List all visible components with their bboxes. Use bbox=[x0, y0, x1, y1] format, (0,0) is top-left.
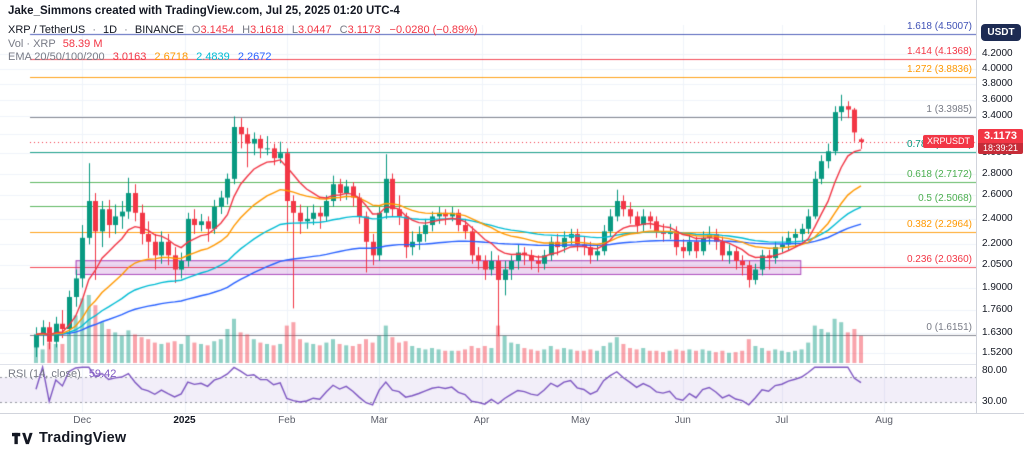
ema50-value: 2.6718 bbox=[154, 51, 189, 63]
fib-level-label[interactable]: 0.5 (2.5068) bbox=[918, 193, 972, 205]
symbol-name[interactable]: XRP / TetherUS bbox=[8, 24, 86, 36]
price-axis[interactable]: USDT 4.20004.00003.80003.60003.40003.200… bbox=[976, 0, 1024, 413]
time-axis-label: May bbox=[571, 415, 590, 426]
volume-label[interactable]: Vol · XRP bbox=[8, 37, 56, 50]
price-axis-label: 1.9000 bbox=[982, 281, 1013, 293]
fib-level-label[interactable]: 0.236 (2.0360) bbox=[906, 254, 972, 266]
tradingview-logo-text[interactable]: TradingView bbox=[39, 430, 127, 446]
price-axis-label: 4.2000 bbox=[982, 48, 1013, 60]
chart-legend: XRP / TetherUS · 1D · BINANCE O3.1454 H3… bbox=[8, 24, 478, 65]
fib-level-label[interactable]: 1 (3.3985) bbox=[926, 103, 972, 115]
volume-value: 58.39 M bbox=[62, 37, 103, 50]
high-value: 3.1618 bbox=[250, 24, 284, 36]
price-axis-label: 2.0500 bbox=[982, 259, 1013, 271]
symbol-legend-row: XRP / TetherUS · 1D · BINANCE O3.1454 H3… bbox=[8, 24, 478, 38]
low-value: 3.0447 bbox=[297, 24, 332, 36]
time-axis-divider bbox=[0, 413, 1024, 414]
fib-level-label[interactable]: 0.618 (2.7172) bbox=[906, 169, 972, 181]
close-label: C bbox=[339, 24, 348, 36]
rsi-legend: RSI (14, close) 59.42 bbox=[8, 368, 116, 380]
price-axis-label: 3.6000 bbox=[982, 93, 1013, 105]
price-axis-label: 2.8000 bbox=[982, 167, 1013, 179]
exchange-label: BINANCE bbox=[134, 24, 184, 36]
change-value: −0.0280 (−0.89%) bbox=[389, 24, 478, 36]
current-price-badge: 3.1173 18:39:21 bbox=[978, 128, 1023, 154]
time-axis-label: Jul bbox=[775, 415, 789, 426]
time-axis[interactable]: Dec 2025 Feb Mar Apr May Jun Jul Aug bbox=[0, 415, 976, 429]
fib-level-label[interactable]: 1.618 (4.5007) bbox=[906, 20, 972, 32]
open-value: 3.1454 bbox=[200, 24, 235, 36]
price-line-symbol-badge: XRPUSDT bbox=[922, 134, 974, 148]
time-axis-label: Apr bbox=[473, 415, 490, 426]
price-axis-label: 3.8000 bbox=[982, 77, 1013, 89]
ema-legend-row: EMA 20/50/100/200 3.0163 2.6718 2.4839 2… bbox=[8, 51, 478, 65]
high-label: H bbox=[242, 24, 251, 36]
time-axis-label: Aug bbox=[875, 415, 893, 426]
price-axis-label: 3.4000 bbox=[982, 110, 1013, 122]
low-label: L bbox=[291, 24, 298, 36]
fib-level-label[interactable]: 0.382 (2.2964) bbox=[906, 218, 972, 230]
price-axis-label: 1.6300 bbox=[982, 326, 1013, 338]
price-axis-label: 1.7600 bbox=[982, 304, 1013, 316]
separator: · bbox=[92, 24, 96, 36]
time-axis-label: 2025 bbox=[173, 415, 196, 426]
rsi-label[interactable]: RSI (14, close) bbox=[8, 368, 81, 380]
fib-level-label[interactable]: 0 (1.6151) bbox=[926, 322, 972, 334]
time-axis-label: Jun bbox=[674, 415, 691, 426]
rsi-axis-label: 30.00 bbox=[982, 395, 1008, 407]
time-axis-label: Dec bbox=[73, 415, 92, 426]
price-axis-label: 1.5200 bbox=[982, 347, 1013, 359]
close-value: 3.1173 bbox=[347, 24, 381, 36]
pane-divider[interactable] bbox=[0, 364, 1024, 365]
rsi-axis-label: 80.00 bbox=[982, 364, 1008, 376]
price-axis-label: 2.4000 bbox=[982, 212, 1013, 224]
ema100-value: 2.4839 bbox=[196, 51, 230, 63]
price-axis-label: 2.6000 bbox=[982, 189, 1013, 201]
timeframe-label[interactable]: 1D bbox=[103, 24, 118, 36]
time-axis-label: Feb bbox=[278, 415, 296, 426]
separator: · bbox=[124, 24, 128, 36]
current-price-value: 3.1173 bbox=[983, 129, 1018, 142]
time-axis-label: Mar bbox=[370, 415, 388, 426]
footer: TradingView bbox=[12, 430, 126, 446]
fib-level-label[interactable]: 1.414 (4.1368) bbox=[906, 45, 972, 57]
open-label: O bbox=[191, 24, 201, 36]
tradingview-logo-icon[interactable] bbox=[12, 431, 33, 446]
price-axis-label: 2.2000 bbox=[982, 238, 1013, 250]
fib-level-label[interactable]: 1.272 (3.8836) bbox=[906, 64, 972, 76]
rsi-value: 59.42 bbox=[88, 368, 117, 380]
volume-legend-row: Vol · XRP 58.39 M bbox=[8, 38, 478, 52]
watermark-attribution: Jake_Simmons created with TradingView.co… bbox=[8, 5, 400, 17]
price-chart-canvas[interactable] bbox=[0, 0, 976, 413]
price-axis-label: 4.0000 bbox=[982, 62, 1013, 74]
currency-toggle-button[interactable]: USDT bbox=[981, 24, 1021, 41]
ema20-value: 3.0163 bbox=[112, 51, 147, 63]
ema-label[interactable]: EMA 20/50/100/200 bbox=[8, 51, 105, 63]
bar-countdown: 18:39:21 bbox=[978, 142, 1023, 154]
ema200-value: 2.2672 bbox=[237, 51, 272, 63]
